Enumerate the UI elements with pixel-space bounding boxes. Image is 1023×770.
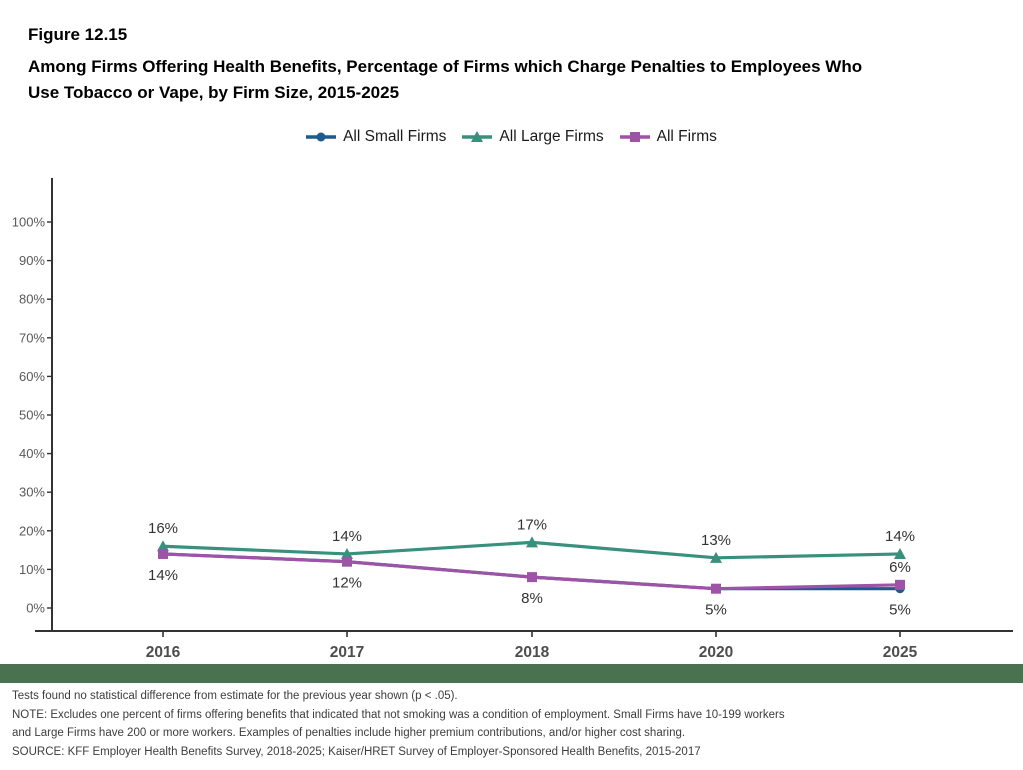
y-tick-label: 10% bbox=[19, 562, 45, 577]
square-legend-marker-icon bbox=[619, 132, 650, 142]
square-data-point bbox=[342, 556, 352, 567]
figure-title: Among Firms Offering Health Benefits, Pe… bbox=[28, 57, 863, 102]
triangle-data-point bbox=[341, 547, 353, 559]
x-tick-label-2018: 2018 bbox=[515, 644, 550, 661]
y-tick-label: 30% bbox=[19, 485, 45, 500]
legend-item-all-firms: All Firms bbox=[619, 128, 717, 146]
legend-item-all-small-firms: All Small Firms bbox=[306, 128, 446, 146]
figure-number: Figure 12.15 bbox=[28, 25, 128, 44]
y-tick-label: 70% bbox=[19, 330, 45, 345]
y-tick-label: 40% bbox=[19, 446, 45, 461]
legend-label: All Firms bbox=[656, 128, 717, 145]
data-label: 17% bbox=[517, 516, 547, 533]
legend-item-all-large-firms: All Large Firms bbox=[462, 128, 604, 146]
data-label: 13% bbox=[701, 532, 731, 549]
legend-label: All Small Firms bbox=[343, 128, 447, 145]
x-tick-label-2025: 2025 bbox=[883, 644, 918, 661]
y-tick-label: 80% bbox=[19, 292, 45, 307]
footnote-line-2: NOTE: Excludes one percent of firms offe… bbox=[12, 708, 785, 721]
triangle-data-point bbox=[894, 547, 906, 559]
footnotes: Tests found no statistical difference fr… bbox=[12, 687, 1012, 761]
data-label: 14% bbox=[885, 528, 915, 545]
y-tick-label: 60% bbox=[19, 369, 45, 384]
divider-band bbox=[0, 664, 1023, 683]
data-label: 14% bbox=[332, 528, 362, 545]
chart-legend: All Small Firms All Large Firms All Firms bbox=[0, 128, 1023, 146]
square-data-point bbox=[711, 583, 721, 594]
y-tick-label: 90% bbox=[19, 253, 45, 268]
data-label: 5% bbox=[705, 602, 727, 619]
triangle-data-point bbox=[526, 536, 538, 548]
footnote-line-3: and Large Firms have 200 or more workers… bbox=[12, 727, 686, 739]
square-data-point bbox=[527, 572, 537, 583]
x-tick-label-2016: 2016 bbox=[146, 644, 181, 661]
y-tick-label: 100% bbox=[12, 215, 46, 230]
line-chart: 0% 10% 20% 30% 40% 50% 60% 70% 80% 90% 100% 2016 201… bbox=[12, 178, 1013, 661]
circle-legend-marker-icon bbox=[306, 132, 337, 142]
square-data-point bbox=[158, 548, 168, 559]
x-tick-label-2020: 2020 bbox=[699, 644, 733, 661]
data-label: 14% bbox=[148, 567, 178, 584]
footnote-line-1: Tests found no statistical difference fr… bbox=[12, 690, 458, 702]
data-label: 6% bbox=[889, 559, 911, 576]
triangle-data-point bbox=[710, 551, 722, 563]
data-label: 5% bbox=[889, 602, 911, 619]
triangle-legend-marker-icon bbox=[462, 131, 493, 142]
title-block: Figure 12.15 Among Firms Offering Health… bbox=[28, 22, 878, 106]
data-label: 12% bbox=[332, 575, 362, 592]
x-tick-label-2017: 2017 bbox=[330, 644, 364, 661]
footnote-line-4: SOURCE: KFF Employer Health Benefits Sur… bbox=[12, 745, 701, 758]
y-tick-label: 0% bbox=[26, 601, 45, 616]
triangle-data-point bbox=[157, 540, 169, 552]
data-label: 8% bbox=[521, 590, 543, 607]
y-tick-label: 50% bbox=[19, 408, 45, 423]
square-data-point bbox=[895, 579, 905, 590]
legend-label: All Large Firms bbox=[499, 128, 604, 145]
y-tick-label: 20% bbox=[19, 523, 45, 538]
data-label: 16% bbox=[148, 520, 178, 537]
